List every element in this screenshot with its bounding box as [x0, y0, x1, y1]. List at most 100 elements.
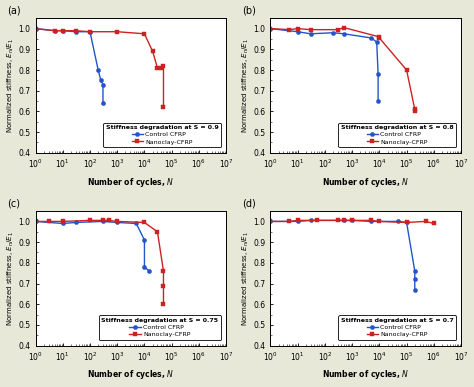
Line: Control CFRP: Control CFRP: [268, 218, 417, 292]
Nanoclay-CFRP: [87, 218, 93, 223]
Nanoclay-CFRP: [287, 27, 292, 32]
Control CFRP: [412, 269, 418, 274]
Nanoclay-CFRP: [335, 218, 341, 223]
Nanoclay-CFRP: [423, 219, 428, 224]
Control CFRP: [73, 220, 79, 225]
Nanoclay-CFRP: [114, 219, 120, 224]
Nanoclay-CFRP: [52, 28, 57, 33]
Line: Nanoclay-CFRP: Nanoclay-CFRP: [34, 218, 165, 306]
Nanoclay-CFRP: [106, 218, 112, 223]
Nanoclay-CFRP: [335, 27, 341, 32]
Nanoclay-CFRP: [33, 219, 38, 224]
Line: Control CFRP: Control CFRP: [268, 27, 380, 103]
Control CFRP: [87, 29, 93, 34]
Control CFRP: [142, 238, 147, 242]
Line: Control CFRP: Control CFRP: [34, 27, 105, 105]
Control CFRP: [375, 72, 381, 77]
Nanoclay-CFRP: [404, 68, 410, 72]
Nanoclay-CFRP: [60, 219, 65, 224]
Control CFRP: [33, 219, 38, 224]
Y-axis label: Normalized stiffness, $E_n/E_1$: Normalized stiffness, $E_n/E_1$: [240, 38, 251, 133]
Legend: Control CFRP, Nanoclay-CFRP: Control CFRP, Nanoclay-CFRP: [103, 123, 221, 147]
Control CFRP: [60, 221, 65, 226]
Nanoclay-CFRP: [404, 220, 410, 225]
Control CFRP: [295, 29, 301, 34]
Control CFRP: [95, 68, 101, 72]
Nanoclay-CFRP: [268, 26, 273, 31]
Control CFRP: [308, 218, 313, 223]
Nanoclay-CFRP: [412, 109, 418, 114]
Control CFRP: [146, 269, 152, 274]
Nanoclay-CFRP: [100, 218, 106, 223]
Control CFRP: [308, 31, 313, 36]
Control CFRP: [268, 219, 273, 224]
Control CFRP: [100, 82, 106, 87]
Nanoclay-CFRP: [412, 107, 418, 112]
Control CFRP: [33, 26, 38, 31]
Control CFRP: [330, 31, 336, 35]
Control CFRP: [268, 26, 273, 31]
Control CFRP: [100, 219, 106, 224]
Control CFRP: [374, 40, 380, 45]
Control CFRP: [375, 99, 381, 103]
Nanoclay-CFRP: [349, 218, 355, 223]
Nanoclay-CFRP: [142, 31, 147, 36]
Nanoclay-CFRP: [33, 26, 38, 31]
Nanoclay-CFRP: [155, 229, 160, 234]
Control CFRP: [73, 29, 79, 34]
Nanoclay-CFRP: [268, 219, 273, 224]
Control CFRP: [52, 28, 57, 33]
Control CFRP: [142, 265, 147, 269]
Text: (b): (b): [242, 5, 255, 15]
Legend: Control CFRP, Nanoclay-CFRP: Control CFRP, Nanoclay-CFRP: [99, 315, 221, 340]
Nanoclay-CFRP: [158, 66, 164, 70]
Nanoclay-CFRP: [431, 221, 437, 226]
Nanoclay-CFRP: [60, 28, 65, 33]
Nanoclay-CFRP: [376, 34, 382, 39]
X-axis label: Number of cycles, $N$: Number of cycles, $N$: [322, 368, 410, 382]
Legend: Control CFRP, Nanoclay-CFRP: Control CFRP, Nanoclay-CFRP: [338, 123, 456, 147]
Control CFRP: [368, 219, 374, 224]
Control CFRP: [412, 277, 418, 282]
Legend: Control CFRP, Nanoclay-CFRP: Control CFRP, Nanoclay-CFRP: [338, 315, 456, 340]
X-axis label: Number of cycles, $N$: Number of cycles, $N$: [87, 368, 174, 382]
Text: (d): (d): [242, 199, 255, 208]
Y-axis label: Normalized stiffness, $E_n/E_1$: Normalized stiffness, $E_n/E_1$: [6, 231, 16, 326]
Control CFRP: [98, 78, 104, 83]
Control CFRP: [368, 36, 374, 40]
Line: Nanoclay-CFRP: Nanoclay-CFRP: [268, 218, 436, 226]
Nanoclay-CFRP: [155, 66, 160, 70]
Nanoclay-CFRP: [308, 27, 313, 32]
Control CFRP: [341, 31, 347, 36]
Nanoclay-CFRP: [295, 26, 301, 31]
Nanoclay-CFRP: [150, 49, 155, 54]
Control CFRP: [133, 221, 139, 226]
Nanoclay-CFRP: [142, 220, 147, 225]
Nanoclay-CFRP: [46, 219, 51, 224]
Line: Nanoclay-CFRP: Nanoclay-CFRP: [34, 27, 165, 110]
Control CFRP: [295, 219, 301, 224]
Nanoclay-CFRP: [161, 105, 166, 110]
Nanoclay-CFRP: [376, 219, 382, 224]
Nanoclay-CFRP: [161, 302, 166, 307]
Nanoclay-CFRP: [114, 29, 120, 34]
Nanoclay-CFRP: [161, 269, 166, 274]
Control CFRP: [395, 219, 401, 224]
Nanoclay-CFRP: [161, 63, 166, 68]
Nanoclay-CFRP: [73, 28, 79, 33]
Nanoclay-CFRP: [295, 218, 301, 223]
Control CFRP: [412, 288, 418, 292]
Control CFRP: [60, 28, 65, 33]
Control CFRP: [114, 220, 120, 225]
Nanoclay-CFRP: [87, 29, 93, 34]
Control CFRP: [404, 220, 410, 225]
Control CFRP: [349, 218, 355, 223]
Nanoclay-CFRP: [287, 219, 292, 224]
Text: (c): (c): [7, 199, 20, 208]
Control CFRP: [341, 218, 347, 223]
Nanoclay-CFRP: [314, 218, 319, 223]
Line: Control CFRP: Control CFRP: [34, 219, 151, 273]
Nanoclay-CFRP: [161, 283, 166, 288]
Nanoclay-CFRP: [341, 218, 347, 223]
Y-axis label: Normalized stiffness, $E_n/E_1$: Normalized stiffness, $E_n/E_1$: [240, 231, 251, 326]
